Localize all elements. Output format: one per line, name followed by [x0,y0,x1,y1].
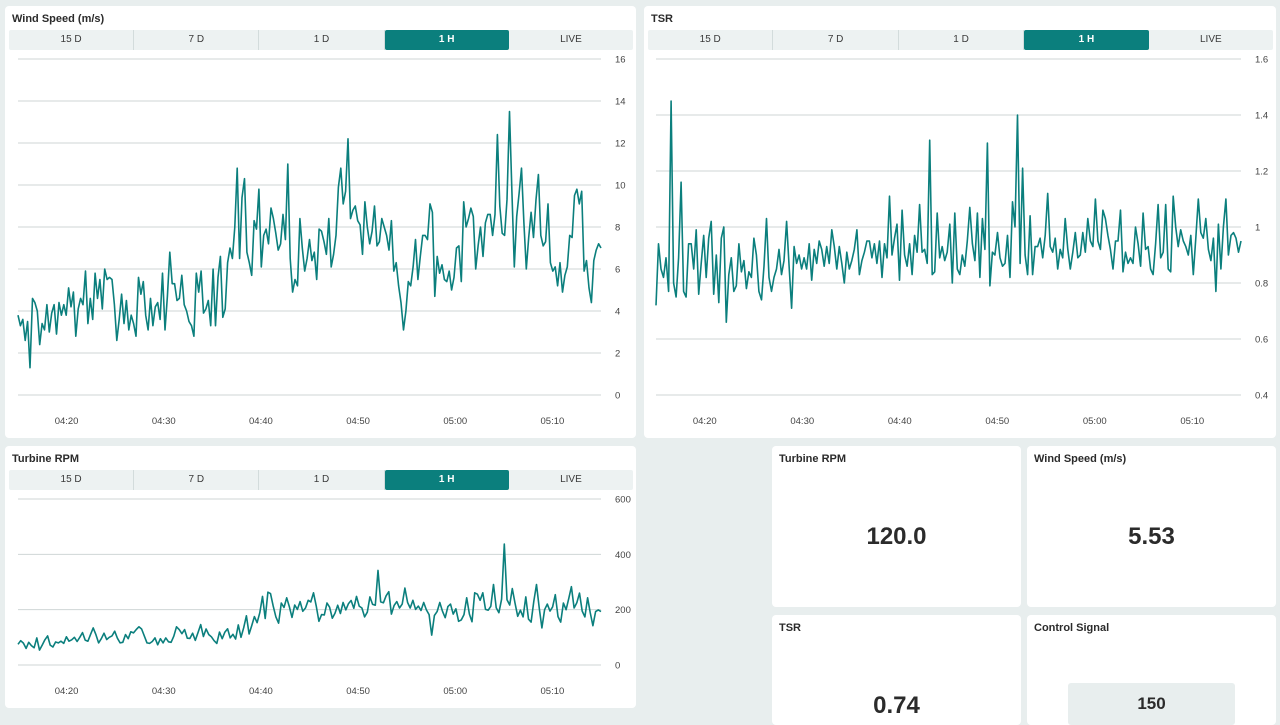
turbine-rpm-chart-title: Turbine RPM [12,453,80,465]
x-tick-label: 05:00 [1083,416,1107,427]
wind-speed-value-label: Wind Speed (m/s) [1034,453,1127,465]
y-tick-label: 0.6 [1255,335,1268,346]
tab-live[interactable]: LIVE [560,474,582,485]
x-tick-label: 04:50 [985,416,1009,427]
turbine-rpm-value-label: Turbine RPM [779,453,847,465]
x-tick-label: 04:40 [888,416,912,427]
wind-speed-chart-card: Wind Speed (m/s) 15 D 7 D 1 D 1 H LIVE 0… [5,6,636,438]
tab-15d[interactable]: 15 D [9,470,135,490]
wind-speed-value: 5.53 [1128,523,1175,550]
y-tick-label: 200 [615,605,631,616]
x-tick-label: 04:30 [152,686,176,697]
x-tick-label: 04:40 [249,416,273,427]
y-tick-label: 1.2 [1255,167,1268,178]
tab-7d[interactable]: 7 D [134,470,260,490]
x-tick-label: 05:10 [541,686,565,697]
tsr-range-tabs: 15 D 7 D 1 D 1 H LIVE [648,30,1273,50]
y-tick-label: 2 [615,349,620,360]
wind-speed-chart-title: Wind Speed (m/s) [12,13,105,25]
turbine-rpm-range-tabs: 15 D 7 D 1 D 1 H LIVE [9,470,633,490]
x-tick-label: 05:10 [541,416,565,427]
tab-1h[interactable]: 1 H [1024,30,1149,50]
x-tick-label: 04:30 [790,416,814,427]
y-tick-label: 10 [615,181,626,192]
y-tick-label: 0.8 [1255,279,1268,290]
wind-speed-value-card: Wind Speed (m/s) 5.53 [1027,446,1276,607]
tab-live[interactable]: LIVE [1199,34,1222,45]
tab-1d[interactable]: 1 D [259,30,385,50]
x-tick-label: 04:30 [152,416,176,427]
tab-1d[interactable]: 1 D [259,470,385,490]
tab-1d[interactable]: 1 D [899,30,1025,50]
y-tick-label: 6 [615,265,620,276]
turbine-rpm-line-chart: 0 200 400 600 04:20 04:30 04:40 04:50 05:00 05:10 [17,495,631,697]
tsr-chart-title: TSR [651,13,673,25]
wind-speed-range-tabs: 15 D 7 D 1 D 1 H LIVE [9,30,633,50]
tsr-value-card: TSR 0.74 [772,615,1021,725]
series-line [17,543,602,651]
y-tick-label: 4 [615,307,620,318]
x-tick-label: 05:00 [443,416,467,427]
x-tick-label: 05:00 [443,686,467,697]
x-tick-label: 04:20 [55,416,79,427]
control-signal-card: Control Signal 150 [1027,615,1276,725]
tab-7d[interactable]: 7 D [773,30,899,50]
y-tick-label: 16 [615,55,626,66]
y-tick-label: 14 [615,97,626,108]
turbine-rpm-value: 120.0 [866,523,927,550]
turbine-rpm-value-card: Turbine RPM 120.0 [772,446,1021,607]
x-tick-label: 04:20 [693,416,717,427]
x-tick-label: 05:10 [1180,416,1204,427]
y-tick-label: 0 [615,391,620,402]
y-tick-label: 600 [615,495,631,506]
control-signal-label: Control Signal [1034,622,1110,634]
tsr-value-label: TSR [779,622,801,634]
control-signal-value[interactable]: 150 [1068,683,1235,725]
series-line [17,110,602,369]
x-tick-label: 04:50 [346,416,370,427]
tab-1h[interactable]: 1 H [384,470,509,490]
y-tick-label: 12 [615,139,626,150]
tab-1h[interactable]: 1 H [384,30,509,50]
y-tick-label: 8 [615,223,620,234]
x-tick-label: 04:20 [55,686,79,697]
x-tick-label: 04:40 [249,686,273,697]
y-tick-label: 1.4 [1255,111,1268,122]
series-line [655,100,1242,324]
y-tick-label: 0 [615,661,620,672]
turbine-rpm-chart-card: Turbine RPM 15 D 7 D 1 D 1 H LIVE 0 200 40… [5,446,636,708]
y-tick-label: 400 [615,550,631,561]
y-tick-label: 1.6 [1255,55,1268,66]
tab-15d[interactable]: 15 D [648,30,774,50]
tab-15d[interactable]: 15 D [9,30,135,50]
x-tick-label: 04:50 [346,686,370,697]
y-tick-label: 0.4 [1255,391,1268,402]
tsr-chart-card: TSR 15 D 7 D 1 D 1 H LIVE 0.4 0.6 0.8 1 1.2 1… [644,6,1276,438]
tsr-line-chart: 0.4 0.6 0.8 1 1.2 1.4 1.6 04:20 04:30 04:40 04:50 0… [655,55,1268,427]
tsr-value: 0.74 [873,692,920,719]
wind-speed-line-chart: 0 2 4 6 8 10 12 14 16 04:20 04:30 04:40 04:50 05:00 05… [17,55,626,427]
tab-7d[interactable]: 7 D [134,30,260,50]
tab-live[interactable]: LIVE [560,34,582,45]
y-tick-label: 1 [1255,223,1260,234]
